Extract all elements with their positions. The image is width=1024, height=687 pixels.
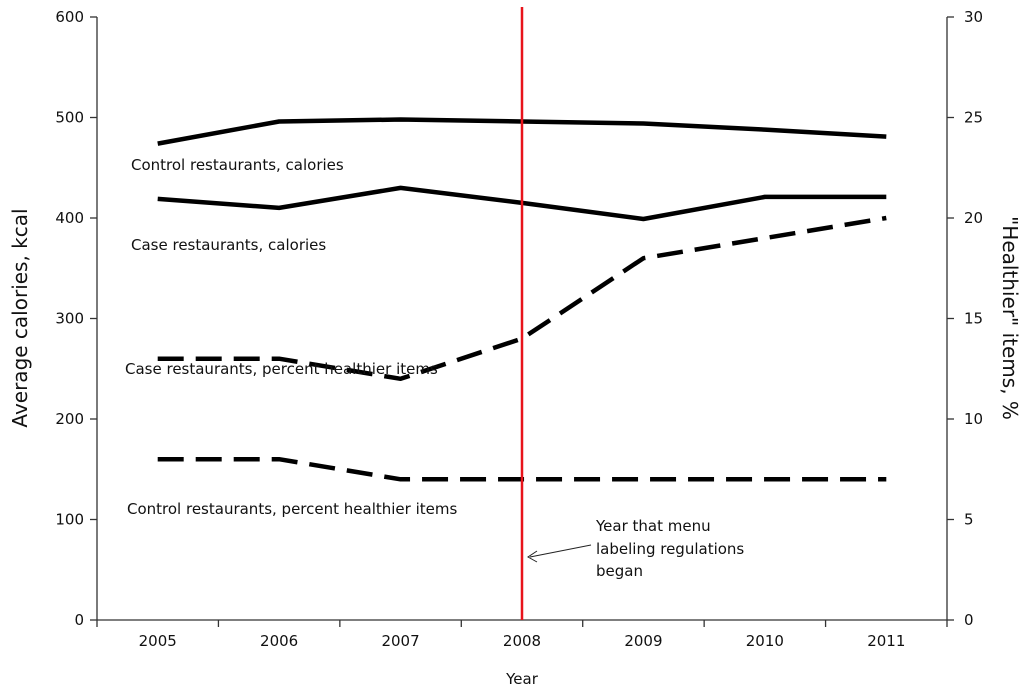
x-tick-label: 2011 bbox=[867, 632, 905, 650]
annotation-arrow-shaft bbox=[529, 544, 592, 558]
y-axis-right-title: "Healthier" items, % bbox=[998, 216, 1022, 420]
x-tick-label: 2010 bbox=[746, 632, 784, 650]
y-right-tick-label: 15 bbox=[964, 310, 983, 328]
y-right-tick-label: 20 bbox=[964, 209, 983, 227]
series-label-4: Control restaurants, percent healthier i… bbox=[127, 500, 457, 518]
y-right-tick-label: 10 bbox=[964, 410, 983, 428]
y-left-tick-label: 200 bbox=[55, 410, 84, 428]
series-lines bbox=[157, 7, 887, 620]
y-right-tick-label: 25 bbox=[964, 109, 983, 127]
x-tick-label: 2006 bbox=[260, 632, 298, 650]
x-tick-label: 2009 bbox=[624, 632, 662, 650]
annotation-line-1: Year that menu bbox=[595, 517, 711, 535]
y-left-tick-label: 600 bbox=[55, 8, 84, 26]
x-tick-label: 2005 bbox=[139, 632, 177, 650]
x-tick-label: 2008 bbox=[503, 632, 541, 650]
series-labels: Control restaurants, calories Case restau… bbox=[125, 156, 457, 518]
series-line-3 bbox=[157, 215, 887, 382]
series-label-2: Case restaurants, calories bbox=[131, 236, 326, 254]
y-left-tick-label: 100 bbox=[55, 511, 84, 529]
y-right-tick-label: 5 bbox=[964, 511, 974, 529]
x-axis-title: Year bbox=[505, 670, 539, 687]
annotation-line-3: began bbox=[596, 562, 643, 580]
annotation-line-2: labeling regulations bbox=[596, 540, 744, 558]
axes: 0 100 200 300 400 500 600 0 5 10 15 20 25 30 2005 2006 2… bbox=[55, 8, 983, 650]
y-left-tick-label: 500 bbox=[55, 109, 84, 127]
y-left-tick-label: 300 bbox=[55, 310, 84, 328]
series-label-3: Case restaurants, percent healthier item… bbox=[125, 360, 438, 378]
x-tick-label: 2007 bbox=[381, 632, 419, 650]
y-right-tick-label: 30 bbox=[964, 8, 983, 26]
regulation-annotation: Year that menu labeling regulations bega… bbox=[527, 517, 744, 580]
y-axis-left-title: Average calories, kcal bbox=[8, 208, 32, 427]
y-left-tick-label: 0 bbox=[74, 611, 84, 629]
y-right-tick-label: 0 bbox=[964, 611, 974, 629]
series-label-1: Control restaurants, calories bbox=[131, 156, 344, 174]
y-left-tick-label: 400 bbox=[55, 209, 84, 227]
annotation-arrow-head bbox=[527, 550, 538, 563]
